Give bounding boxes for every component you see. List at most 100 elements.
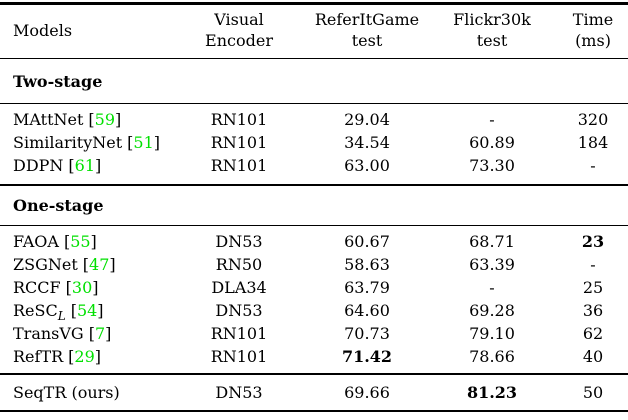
citation-close-bracket: ] (115, 110, 122, 130)
rule-below-header (0, 57, 628, 60)
referit-cell: 69.66 (344, 382, 390, 402)
citation-link[interactable]: 61 (74, 156, 96, 176)
citation-open-bracket: [ (63, 232, 71, 252)
model-cell: RefTR [29] (0, 345, 170, 374)
encoder-cell: DLA34 (211, 278, 267, 298)
col-header-referitgame-test: ReferItGame test (314, 10, 420, 50)
time-cell: 320 (577, 110, 609, 130)
citation-open-bracket: [ (82, 255, 90, 275)
citation-open-bracket: [ (68, 347, 75, 367)
time-cell: 23 (581, 232, 605, 252)
referit-cell: 70.73 (344, 324, 390, 344)
citation: [47] (83, 255, 116, 274)
citation-link[interactable]: 47 (89, 255, 110, 275)
model-name: SimilarityNet (13, 133, 123, 153)
citation-link[interactable]: 59 (94, 110, 116, 130)
flickr-cell: 60.89 (469, 133, 515, 153)
section-header-one-stage: One-stage (13, 195, 104, 215)
flickr-cell: - (489, 110, 495, 130)
model-cell: SeqTR (ours) (13, 382, 120, 402)
time-cell: 50 (582, 382, 604, 402)
citation-close-bracket: ] (105, 324, 112, 344)
time-cell: - (590, 255, 596, 275)
citation: [61] (68, 156, 101, 175)
citation-open-bracket: [ (68, 156, 75, 176)
referit-cell: 71.42 (341, 347, 393, 367)
section-header-two-stage: Two-stage (13, 71, 103, 91)
one-stage-rows: FAOA [55] DN53 60.67 68.71 23 ZSGNet [47] … (0, 226, 628, 373)
model-name: MAttNet (13, 110, 84, 130)
table-row: ReSCL [54] DN53 64.60 69.28 36 (0, 299, 628, 323)
model-name: ReSC (13, 301, 58, 321)
table-row: TransVG [7] RN101 70.73 79.10 62 (0, 322, 628, 345)
encoder-cell: RN101 (210, 133, 268, 153)
encoder-cell: RN101 (210, 156, 268, 176)
citation-link[interactable]: 51 (133, 133, 154, 153)
rule-above-one-stage (0, 184, 628, 186)
citation-link[interactable]: 55 (70, 232, 91, 252)
model-name: DDPN (13, 156, 64, 176)
citation-link[interactable]: 30 (71, 278, 93, 298)
flickr-cell: 73.30 (469, 156, 515, 176)
citation: [30] (66, 278, 99, 297)
encoder-cell: RN101 (210, 324, 268, 344)
model-name: RefTR (13, 347, 64, 367)
flickr-cell: 68.71 (469, 232, 515, 252)
model-cell: DDPN [61] (0, 154, 170, 183)
citation-close-bracket: ] (90, 232, 97, 252)
time-cell: 25 (582, 278, 604, 298)
encoder-cell: RN101 (210, 347, 268, 367)
referit-cell: 63.79 (344, 278, 390, 298)
citation: [54] (71, 301, 104, 320)
citation-close-bracket: ] (109, 255, 116, 275)
table-row: SimilarityNet [51] RN101 34.54 60.89 184 (0, 131, 628, 154)
time-cell: - (590, 156, 596, 176)
flickr-cell: 78.66 (469, 347, 515, 367)
citation: [29] (68, 347, 101, 366)
time-cell: 40 (582, 347, 604, 367)
header-row: Models Visual Encoder ReferItGame test F… (0, 5, 628, 58)
model-cell: ZSGNet [47] (0, 253, 170, 282)
encoder-cell: RN101 (210, 110, 268, 130)
table-row: RefTR [29] RN101 71.42 78.66 40 (0, 345, 628, 368)
model-cell: ReSCL [54] (0, 299, 170, 328)
flickr-cell: 79.10 (469, 324, 515, 344)
table-row: RCCF [30] DLA34 63.79 - 25 (0, 276, 628, 299)
citation-link[interactable]: 54 (76, 301, 98, 321)
citation: [7] (89, 324, 112, 343)
referit-cell: 34.54 (344, 133, 390, 153)
rule-below-two-stage (0, 103, 628, 105)
citation: [51] (127, 133, 160, 152)
flickr-cell: 69.28 (469, 301, 515, 321)
col-header-time-ms: Time (ms) (572, 10, 614, 50)
citation-open-bracket: [ (70, 301, 77, 321)
referit-cell: 58.63 (344, 255, 390, 275)
model-cell: SimilarityNet [51] (0, 131, 170, 160)
time-cell: 36 (582, 301, 604, 321)
model-subscript: L (57, 309, 66, 324)
citation-close-bracket: ] (97, 301, 104, 321)
model-name: FAOA (13, 232, 59, 252)
model-cell: FAOA [55] (0, 230, 170, 259)
encoder-cell: RN50 (215, 255, 263, 275)
encoder-cell: DN53 (215, 232, 263, 252)
citation-close-bracket: ] (92, 278, 99, 298)
flickr-cell: 63.39 (469, 255, 515, 275)
citation-link[interactable]: 29 (74, 347, 95, 367)
results-table: Models Visual Encoder ReferItGame test F… (0, 2, 628, 412)
citation-open-bracket: [ (88, 324, 95, 344)
citation-close-bracket: ] (94, 347, 102, 367)
model-name: ZSGNet (13, 255, 78, 275)
two-stage-rows: MAttNet [59] RN101 29.04 - 320 Similarity… (0, 104, 628, 184)
table-row-seqtr: SeqTR (ours) DN53 69.66 81.23 50 (0, 375, 628, 410)
model-cell: RCCF [30] (0, 276, 170, 305)
rule-above-footer (0, 373, 628, 375)
rule-below-one-stage (0, 225, 628, 227)
referit-cell: 60.67 (344, 232, 390, 252)
time-cell: 184 (577, 133, 609, 153)
citation-open-bracket: [ (127, 133, 134, 153)
rule-bottom (0, 409, 628, 412)
citation-link[interactable]: 7 (94, 324, 106, 344)
citation: [59] (88, 110, 121, 129)
citation-close-bracket: ] (95, 156, 102, 176)
